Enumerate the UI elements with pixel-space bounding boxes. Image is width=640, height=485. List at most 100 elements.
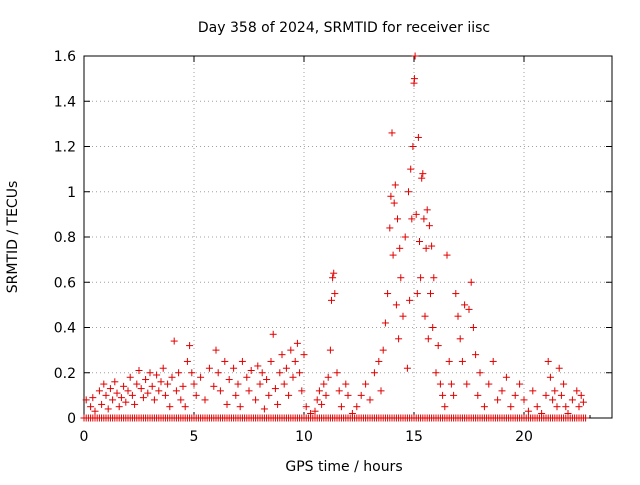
data-point (344, 391, 352, 399)
data-point (287, 346, 295, 354)
data-point (511, 391, 519, 399)
data-point (333, 369, 341, 377)
data-point (524, 407, 532, 415)
y-tick-label: 0.8 (54, 230, 76, 246)
data-point (441, 403, 449, 411)
data-point (144, 389, 152, 397)
data-point (573, 387, 581, 395)
data-point (139, 394, 147, 402)
y-tick-label: 1.2 (54, 140, 76, 156)
data-point (126, 373, 134, 381)
data-point (179, 382, 187, 390)
data-point (243, 373, 251, 381)
data-point (331, 290, 339, 298)
data-point (278, 351, 286, 359)
axis-ticks: 0 0.2 0.4 0.6 0.8 1 1.2 1.4 1.6 0 5 10 15 20 (54, 49, 613, 445)
chart-title: Day 358 of 2024, SRMTID for receiver iis… (198, 20, 490, 36)
data-point (111, 378, 119, 386)
data-point (188, 369, 196, 377)
data-point (529, 387, 537, 395)
data-point (427, 290, 434, 298)
data-point (568, 396, 576, 404)
data-point (428, 242, 436, 250)
data-point (95, 387, 103, 395)
data-point (177, 396, 185, 404)
data-point (269, 330, 277, 338)
data-point (159, 364, 167, 372)
data-point (267, 357, 275, 365)
data-point (322, 391, 330, 399)
data-point (579, 398, 587, 406)
data-point (439, 391, 447, 399)
data-point (476, 369, 484, 377)
data-point (417, 274, 425, 282)
data-point (172, 387, 180, 395)
x-tick-label: 10 (295, 429, 313, 445)
data-point (265, 391, 273, 399)
data-point (379, 346, 387, 354)
data-point (150, 396, 158, 404)
data-point (161, 391, 169, 399)
data-point (553, 403, 561, 411)
data-point (342, 380, 350, 388)
data-point (494, 396, 502, 404)
data-point (318, 400, 326, 408)
data-point (357, 391, 365, 399)
data-point (276, 369, 284, 377)
x-tick-label: 0 (80, 429, 89, 445)
data-point (216, 387, 224, 395)
y-tick-label: 0 (67, 411, 76, 427)
data-point (113, 389, 121, 397)
data-point (429, 324, 437, 331)
data-point (124, 387, 132, 395)
data-point (260, 405, 268, 413)
data-point (546, 373, 554, 381)
data-point (291, 357, 299, 365)
data-point (577, 391, 585, 399)
data-point (399, 312, 407, 320)
y-axis-label: SRMTID / TECUs (5, 181, 21, 294)
data-point (122, 398, 130, 406)
data-point (252, 396, 260, 404)
data-point (214, 369, 222, 377)
data-point (326, 346, 334, 354)
data-point (520, 396, 528, 404)
data-point (274, 400, 282, 408)
data-point (89, 394, 97, 402)
data-point (408, 215, 416, 223)
data-point (254, 362, 262, 370)
data-point (551, 387, 559, 395)
data-point (421, 312, 429, 320)
data-point (392, 301, 400, 309)
data-point (396, 244, 404, 252)
data-point (405, 188, 412, 196)
x-tick-label: 5 (190, 429, 199, 445)
data-point (164, 380, 172, 388)
x-axis-label: GPS time / hours (285, 459, 402, 475)
data-point (205, 364, 213, 372)
data-point (388, 129, 396, 137)
data-point (313, 396, 321, 404)
data-point (315, 387, 323, 395)
data-point (329, 274, 337, 282)
data-point (485, 380, 493, 388)
data-point (422, 244, 430, 252)
data-points (80, 52, 590, 422)
data-point (489, 357, 497, 365)
data-point (370, 369, 378, 377)
y-tick-label: 1.6 (54, 49, 76, 65)
data-point (230, 364, 238, 372)
y-tick-label: 0.4 (54, 321, 76, 337)
data-point (419, 170, 427, 178)
data-point (120, 382, 128, 390)
data-point (544, 357, 552, 365)
data-point (560, 380, 568, 388)
y-tick-label: 0.6 (54, 275, 76, 291)
data-point (106, 385, 114, 393)
data-point (153, 371, 161, 379)
data-point (413, 290, 421, 298)
data-point (387, 192, 395, 200)
data-point (366, 396, 374, 404)
data-point (280, 380, 288, 388)
